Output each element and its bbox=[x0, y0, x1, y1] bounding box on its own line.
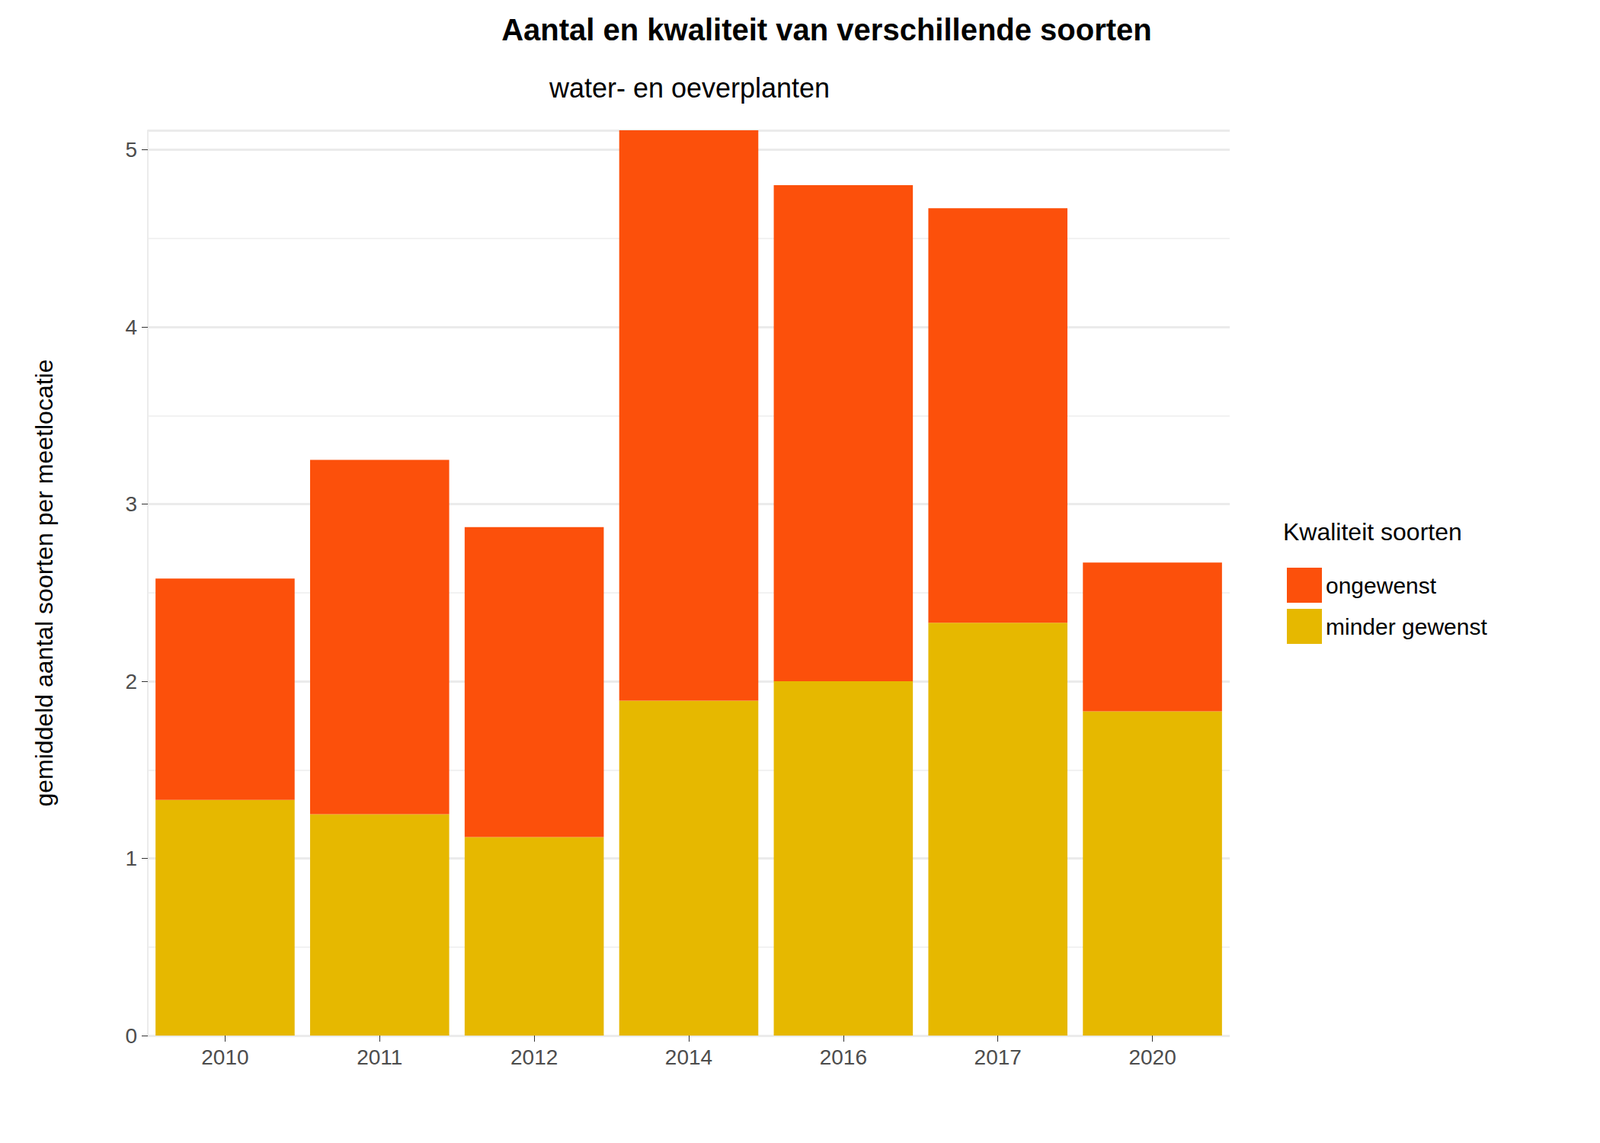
svg-text:4: 4 bbox=[124, 315, 138, 340]
svg-text:2020: 2020 bbox=[1128, 1045, 1176, 1069]
svg-text:0: 0 bbox=[124, 1024, 138, 1048]
svg-text:2014: 2014 bbox=[665, 1045, 713, 1069]
svg-text:3: 3 bbox=[124, 492, 138, 516]
svg-text:ongewenst: ongewenst bbox=[1325, 572, 1437, 599]
svg-text:minder gewenst: minder gewenst bbox=[1325, 614, 1488, 640]
svg-text:1: 1 bbox=[124, 846, 138, 871]
svg-text:water- en oeverplanten: water- en oeverplanten bbox=[548, 72, 830, 104]
svg-text:Kwaliteit soorten: Kwaliteit soorten bbox=[1283, 518, 1463, 546]
svg-text:gemiddeld aantal soorten per m: gemiddeld aantal soorten per meetlocatie bbox=[30, 358, 58, 807]
svg-text:2011: 2011 bbox=[356, 1045, 403, 1069]
svg-text:2016: 2016 bbox=[819, 1045, 868, 1069]
svg-text:Aantal en kwaliteit van versch: Aantal en kwaliteit van verschillende so… bbox=[501, 12, 1152, 47]
svg-text:2017: 2017 bbox=[974, 1045, 1022, 1069]
svg-text:5: 5 bbox=[124, 137, 138, 162]
svg-text:2012: 2012 bbox=[510, 1045, 558, 1069]
svg-text:2: 2 bbox=[124, 669, 138, 694]
svg-text:2010: 2010 bbox=[201, 1045, 249, 1069]
